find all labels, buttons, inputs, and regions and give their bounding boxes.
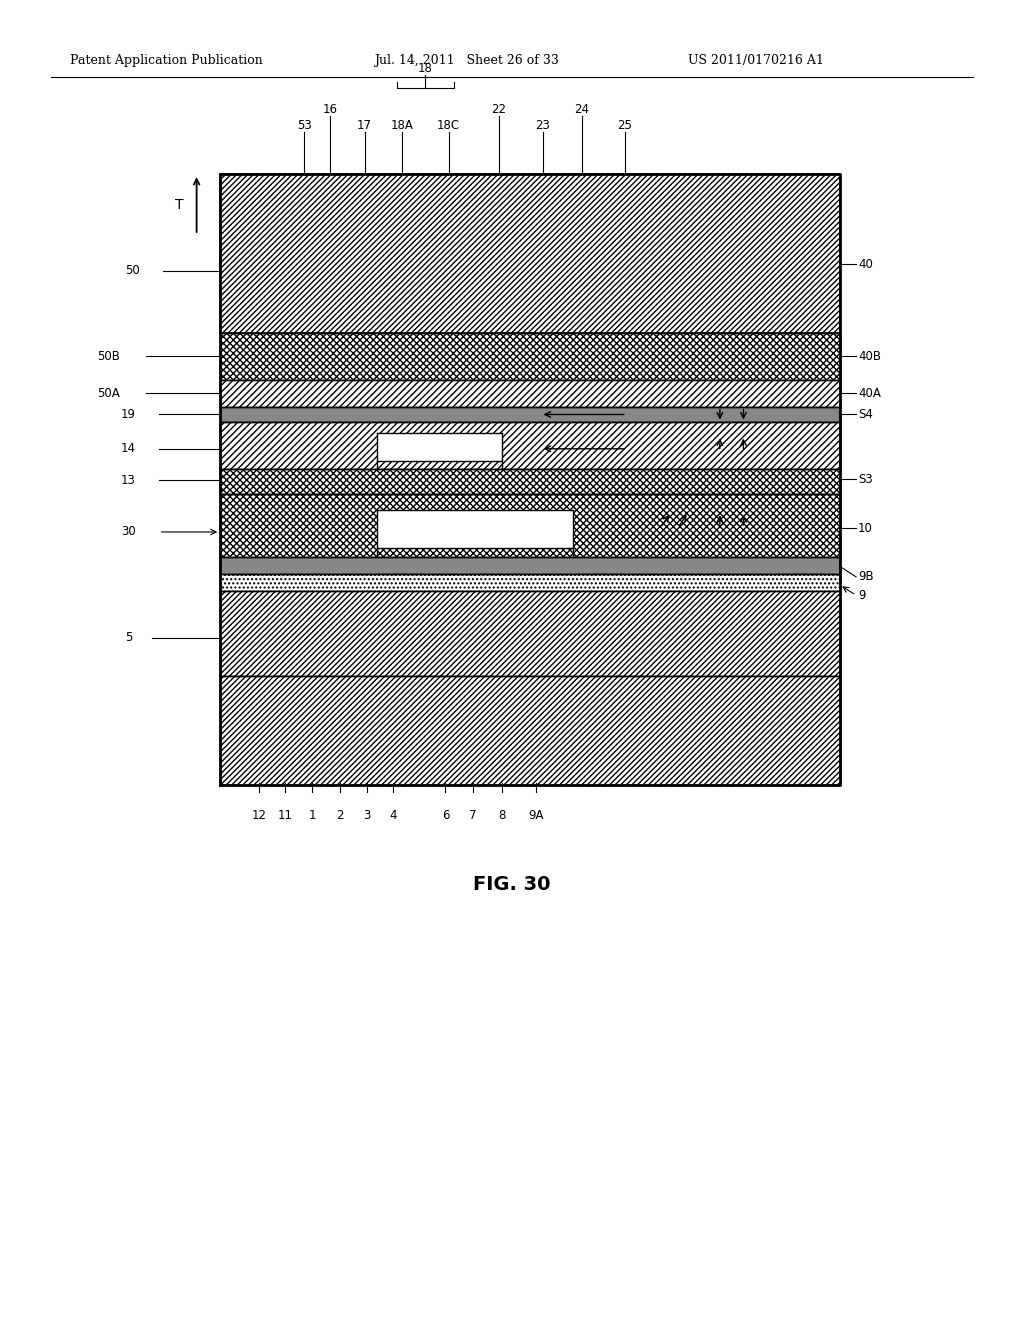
Text: S3: S3 (858, 473, 872, 486)
Bar (220, 469, 840, 494)
Text: 24: 24 (574, 103, 589, 116)
Text: 12: 12 (252, 809, 266, 822)
Bar (377, 433, 502, 461)
Text: 9: 9 (858, 589, 865, 602)
Text: 1: 1 (308, 809, 316, 822)
Text: 53: 53 (297, 119, 311, 132)
Text: 6: 6 (441, 809, 450, 822)
Text: 18A: 18A (391, 119, 414, 132)
Text: 14: 14 (121, 442, 136, 455)
Text: 18C: 18C (437, 119, 460, 132)
Text: 5: 5 (125, 631, 132, 644)
Text: 11: 11 (278, 809, 292, 822)
Text: 40: 40 (858, 257, 873, 271)
Text: 50A: 50A (97, 387, 120, 400)
Text: 25: 25 (617, 119, 632, 132)
Bar (220, 407, 840, 422)
Text: 3: 3 (362, 809, 371, 822)
Text: Patent Application Publication: Patent Application Publication (70, 54, 262, 67)
Text: 30: 30 (121, 525, 135, 539)
Text: 19: 19 (121, 408, 136, 421)
Text: 17: 17 (357, 119, 372, 132)
Text: FIG. 30: FIG. 30 (473, 875, 551, 894)
Text: 18: 18 (418, 62, 432, 75)
Text: US 2011/0170216 A1: US 2011/0170216 A1 (688, 54, 824, 67)
Text: Jul. 14, 2011   Sheet 26 of 33: Jul. 14, 2011 Sheet 26 of 33 (374, 54, 559, 67)
Text: 50: 50 (125, 264, 139, 277)
Text: 40B: 40B (858, 350, 881, 363)
Text: 40A: 40A (858, 387, 881, 400)
Bar (220, 557, 840, 574)
Text: 10: 10 (858, 521, 873, 535)
Bar (220, 422, 840, 469)
Text: 50B: 50B (97, 350, 120, 363)
Text: 22: 22 (492, 103, 506, 116)
Bar (220, 676, 840, 785)
Text: 16: 16 (323, 103, 337, 116)
Bar (220, 380, 840, 407)
Text: T: T (175, 198, 183, 211)
Text: 23: 23 (536, 119, 550, 132)
Text: 9B: 9B (858, 570, 873, 583)
Text: 2: 2 (336, 809, 344, 822)
Text: 4: 4 (389, 809, 397, 822)
Bar (220, 574, 840, 591)
Text: 8: 8 (498, 809, 506, 822)
Text: 9A: 9A (527, 809, 544, 822)
Text: 7: 7 (469, 809, 477, 822)
Bar (377, 510, 573, 548)
Bar (220, 494, 840, 557)
Bar (220, 333, 840, 380)
Bar (220, 591, 840, 676)
Text: 13: 13 (121, 474, 136, 487)
Text: S4: S4 (858, 408, 873, 421)
Bar (220, 174, 840, 333)
